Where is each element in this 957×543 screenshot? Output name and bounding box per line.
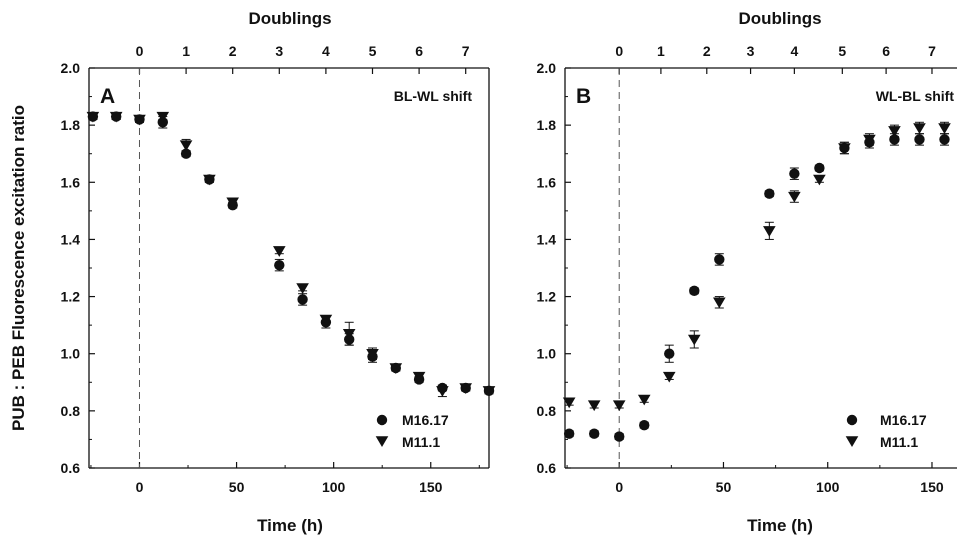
panel-b-y-tick-label: 0.8 <box>537 403 557 419</box>
panel-b-data-point <box>564 429 574 439</box>
panel-b-data-point <box>664 349 674 359</box>
panel-b-data-point <box>638 395 651 406</box>
panel-b-top-tick-label: 6 <box>882 43 890 59</box>
panel-a-top-tick-label: 0 <box>136 43 144 59</box>
panel-b-series-m11-1 <box>563 122 951 411</box>
panel-a-top-tick-label: 1 <box>182 43 190 59</box>
panel-b-data-point <box>913 123 926 134</box>
panel-b-top-tick-label: 1 <box>657 43 665 59</box>
panel-b-legend-m16-17-label: M16.17 <box>880 412 927 428</box>
panel-a-letter: A <box>100 85 115 108</box>
panel-a-x-tick-label: 0 <box>136 479 144 495</box>
panel-b-top-tick-label: 5 <box>838 43 846 59</box>
panel-b-x-axis-title: Time (h) <box>747 516 813 535</box>
panel-b-x-tick-label: 100 <box>816 479 840 495</box>
panel-b-data-point <box>914 134 924 144</box>
panel-b-data-point <box>588 400 601 411</box>
panel-a-top-tick-label: 7 <box>462 43 470 59</box>
panel-a-top-tick-label: 5 <box>369 43 377 59</box>
panel-b-data-point <box>789 169 799 179</box>
panel-a-data-point <box>297 294 307 304</box>
panel-a-data-point <box>436 386 449 397</box>
panel-b-series-m16-17 <box>564 134 950 442</box>
panel-a-top-tick-label: 4 <box>322 43 330 59</box>
panel-a-y-tick-label: 1.6 <box>61 174 81 190</box>
panel-a-x-tick-label: 150 <box>419 479 443 495</box>
panel-a-data-point <box>273 246 286 257</box>
panel-b-top-tick-label: 7 <box>928 43 936 59</box>
panel-a-y-tick-label: 1.2 <box>61 289 81 305</box>
panel-b-x-tick-label: 50 <box>716 479 732 495</box>
panel-b-shift-label: WL-BL shift <box>876 88 955 104</box>
panel-b-y-tick-label: 1.6 <box>537 174 557 190</box>
panel-a-legend-m16-17-label: M16.17 <box>402 412 449 428</box>
panel-b: Doublings Time (h) B WL-BL shift M16.17 … <box>576 9 954 535</box>
panel-b-data-point <box>688 335 701 346</box>
panel-b-y-tick-label: 1.0 <box>537 346 557 362</box>
panel-a-shift-label: BL-WL shift <box>394 88 473 104</box>
panel-b-data-point <box>814 163 824 173</box>
panel-b-data-point <box>614 431 624 441</box>
panel-b-data-point <box>663 372 676 383</box>
panel-b-data-point <box>813 175 826 186</box>
panel-a-legend-m11-1-label: M11.1 <box>402 434 440 450</box>
panel-a-y-tick-label: 0.6 <box>61 460 81 476</box>
panel-b-data-point <box>938 123 951 134</box>
panel-b-data-point <box>764 189 774 199</box>
panel-b-y-tick-label: 0.6 <box>537 460 557 476</box>
panel-b-x-tick-label: 150 <box>920 479 944 495</box>
panel-b-legend-m11-1-label: M11.1 <box>880 434 918 450</box>
panel-b-y-tick-label: 2.0 <box>537 60 557 76</box>
panel-b-y-tick-label: 1.4 <box>537 231 557 247</box>
panel-b-data-point <box>689 286 699 296</box>
panel-b-data-point <box>589 429 599 439</box>
panel-a-x-tick-label: 50 <box>229 479 245 495</box>
panel-a-x-tick-label: 100 <box>322 479 346 495</box>
panel-b-data-point <box>713 298 726 309</box>
panel-b-data-point <box>613 400 626 411</box>
panel-a-y-tick-label: 1.4 <box>61 231 81 247</box>
panel-a-y-tick-label: 1.8 <box>61 117 81 133</box>
panel-b-letter: B <box>576 85 591 108</box>
panel-a-legend-m16-17-marker <box>377 415 387 425</box>
panel-a-top-axis-title: Doublings <box>248 9 331 28</box>
panel-b-top-axis-title: Doublings <box>738 9 821 28</box>
panel-b-top-tick-label: 3 <box>747 43 755 59</box>
panel-a-y-tick-label: 1.0 <box>61 346 81 362</box>
panel-a: Doublings Time (h) A BL-WL shift M16.17 … <box>100 9 472 535</box>
panel-b-data-point <box>763 226 776 237</box>
panel-a-y-tick-label: 2.0 <box>61 60 81 76</box>
panel-a-data-point <box>274 260 284 270</box>
panel-a-x-axis-title: Time (h) <box>257 516 323 535</box>
panel-b-x-tick-label: 0 <box>615 479 623 495</box>
panel-a-top-tick-label: 2 <box>229 43 237 59</box>
panel-a-series-m11-1 <box>87 112 496 397</box>
y-axis-title: PUB : PEB Fluorescence excitation ratio <box>9 105 28 431</box>
panel-a-data-point <box>180 140 193 151</box>
panel-a-top-tick-label: 6 <box>415 43 423 59</box>
panel-b-data-point <box>639 420 649 430</box>
panel-a-top-tick-label: 3 <box>275 43 283 59</box>
panel-a-y-tick-label: 0.8 <box>61 403 81 419</box>
panel-b-data-point <box>888 126 901 137</box>
panel-b-data-point <box>788 192 801 203</box>
panel-b-top-tick-label: 2 <box>703 43 711 59</box>
panel-b-top-tick-label: 4 <box>790 43 798 59</box>
panel-a-legend-m11-1-marker <box>376 436 389 447</box>
panel-a-data-point <box>296 283 309 294</box>
panel-b-data-point <box>939 134 949 144</box>
panel-b-data-point <box>714 254 724 264</box>
panel-b-legend-m16-17-marker <box>847 415 857 425</box>
panel-a-series-m16-17 <box>88 111 495 396</box>
panel-b-y-tick-label: 1.8 <box>537 117 557 133</box>
panel-b-legend-m11-1-marker <box>846 436 859 447</box>
panel-b-y-tick-label: 1.2 <box>537 289 557 305</box>
panel-b-top-tick-label: 0 <box>615 43 623 59</box>
